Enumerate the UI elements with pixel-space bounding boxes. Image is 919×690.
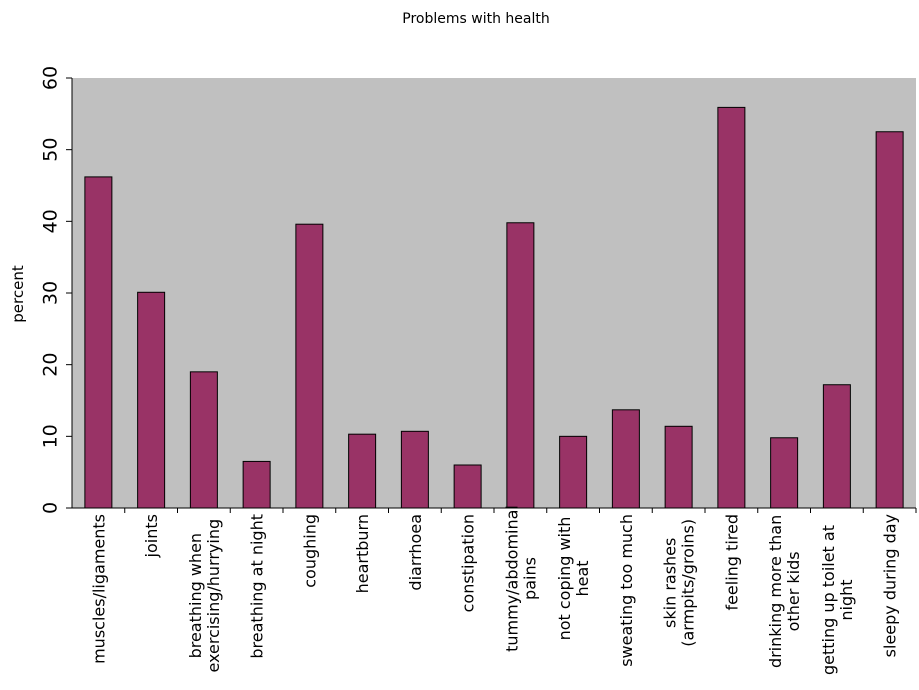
y-axis: 0 10 20 30 40 50 60 <box>40 66 73 514</box>
bar <box>611 409 640 509</box>
bar <box>453 464 482 509</box>
y-tick-label: 60 <box>40 66 62 90</box>
x-tick-label: drinking more thanother kids <box>766 515 803 668</box>
x-tick-label: heartburn <box>353 514 372 593</box>
x-tick-label: sleepy during day <box>881 514 900 657</box>
bar <box>559 435 588 509</box>
y-axis-label: percent <box>9 265 27 323</box>
y-tick-label: 20 <box>40 353 62 377</box>
y-tick-label: 50 <box>40 138 62 162</box>
bar <box>348 433 377 509</box>
bar <box>400 430 429 509</box>
x-tick-label: diarrhoea <box>406 514 425 591</box>
bar <box>664 425 693 509</box>
x-axis: muscles/ligaments joints breathing whenexe… <box>72 505 917 675</box>
x-tick-label: getting up toilet atnight <box>819 525 856 675</box>
chart-title: Problems with health <box>402 11 549 27</box>
bar <box>875 131 904 509</box>
y-tick-label: 0 <box>40 502 62 514</box>
bar <box>242 460 271 509</box>
y-tick-label: 40 <box>40 209 62 233</box>
bar <box>717 106 746 509</box>
x-tick-label: constipation <box>459 514 478 612</box>
bar <box>189 371 218 509</box>
bar <box>770 437 799 509</box>
bar <box>84 176 113 509</box>
y-tick-label: 30 <box>40 281 62 305</box>
x-tick-label: feeling tired <box>722 514 741 611</box>
x-tick-label: sweating too much <box>617 514 636 667</box>
x-tick-label: breathing at night <box>248 514 267 659</box>
x-tick-label: tummy/abdominalpains <box>502 505 539 652</box>
bars <box>84 106 904 509</box>
bar <box>295 223 324 509</box>
x-tick-label: muscles/ligaments <box>89 514 108 664</box>
bar <box>506 222 535 509</box>
x-tick-label: skin rashes(armpits/groins) <box>661 519 698 647</box>
x-tick-label: joints <box>142 514 161 558</box>
bar <box>822 384 851 509</box>
bar <box>137 291 166 509</box>
y-tick-label: 10 <box>40 424 62 448</box>
x-tick-label: breathing whenexercising/hurrying <box>186 519 223 673</box>
x-tick-label: not coping withheat <box>555 517 592 641</box>
x-tick-label: coughing <box>300 514 319 588</box>
